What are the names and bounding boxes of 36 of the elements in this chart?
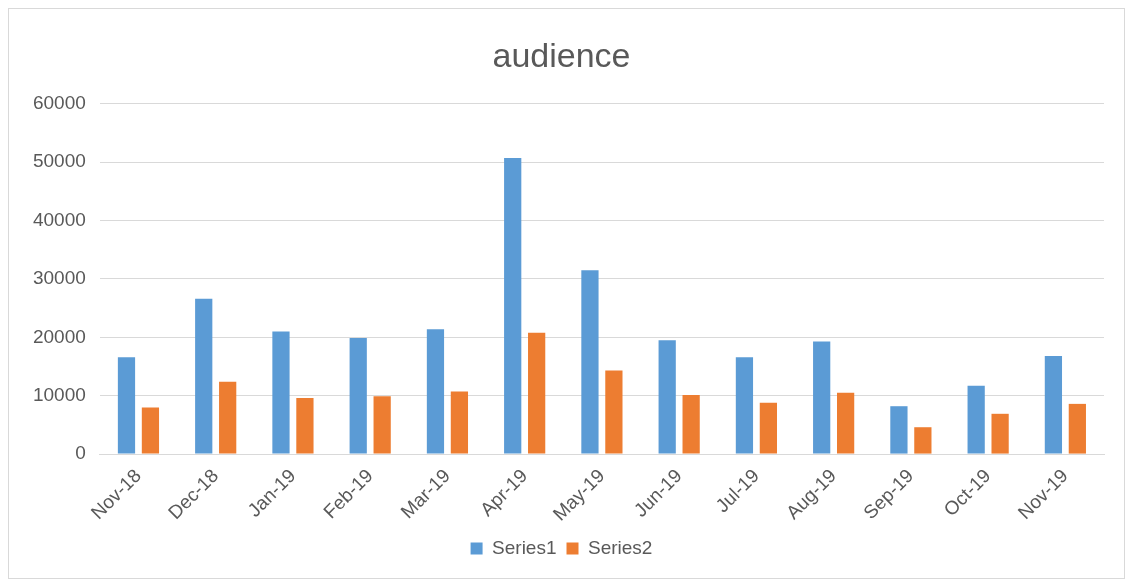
bar — [682, 395, 700, 454]
bar — [504, 158, 522, 454]
bar — [914, 427, 932, 454]
bar — [1068, 403, 1086, 454]
bar — [759, 402, 777, 454]
bar — [605, 370, 623, 454]
bar — [296, 398, 314, 454]
chart-title: audience — [492, 35, 631, 74]
bar — [117, 357, 136, 454]
bar — [219, 381, 237, 454]
bar — [373, 396, 391, 454]
bar — [450, 391, 469, 454]
bar — [735, 357, 754, 454]
legend-label: Series1 — [492, 536, 557, 558]
bar — [349, 337, 367, 454]
bar — [426, 329, 445, 454]
bar — [658, 340, 676, 454]
bar — [967, 385, 985, 454]
y-tick-label: 30000 — [32, 267, 86, 289]
y-tick-label: 50000 — [32, 150, 86, 172]
bar — [141, 407, 160, 454]
y-tick-label: 40000 — [32, 208, 86, 230]
bar — [272, 331, 290, 454]
bar — [890, 406, 908, 454]
bar — [1044, 356, 1063, 454]
legend-label: Series2 — [588, 536, 653, 558]
y-tick-label: 0 — [75, 442, 86, 464]
bar — [581, 270, 599, 454]
bar — [528, 332, 546, 454]
bar — [813, 341, 831, 454]
bar — [991, 413, 1009, 454]
bar — [837, 392, 855, 454]
y-tick-label: 60000 — [32, 92, 86, 114]
bar — [195, 298, 213, 454]
y-tick-label: 10000 — [32, 383, 86, 405]
y-tick-label: 20000 — [32, 325, 86, 347]
